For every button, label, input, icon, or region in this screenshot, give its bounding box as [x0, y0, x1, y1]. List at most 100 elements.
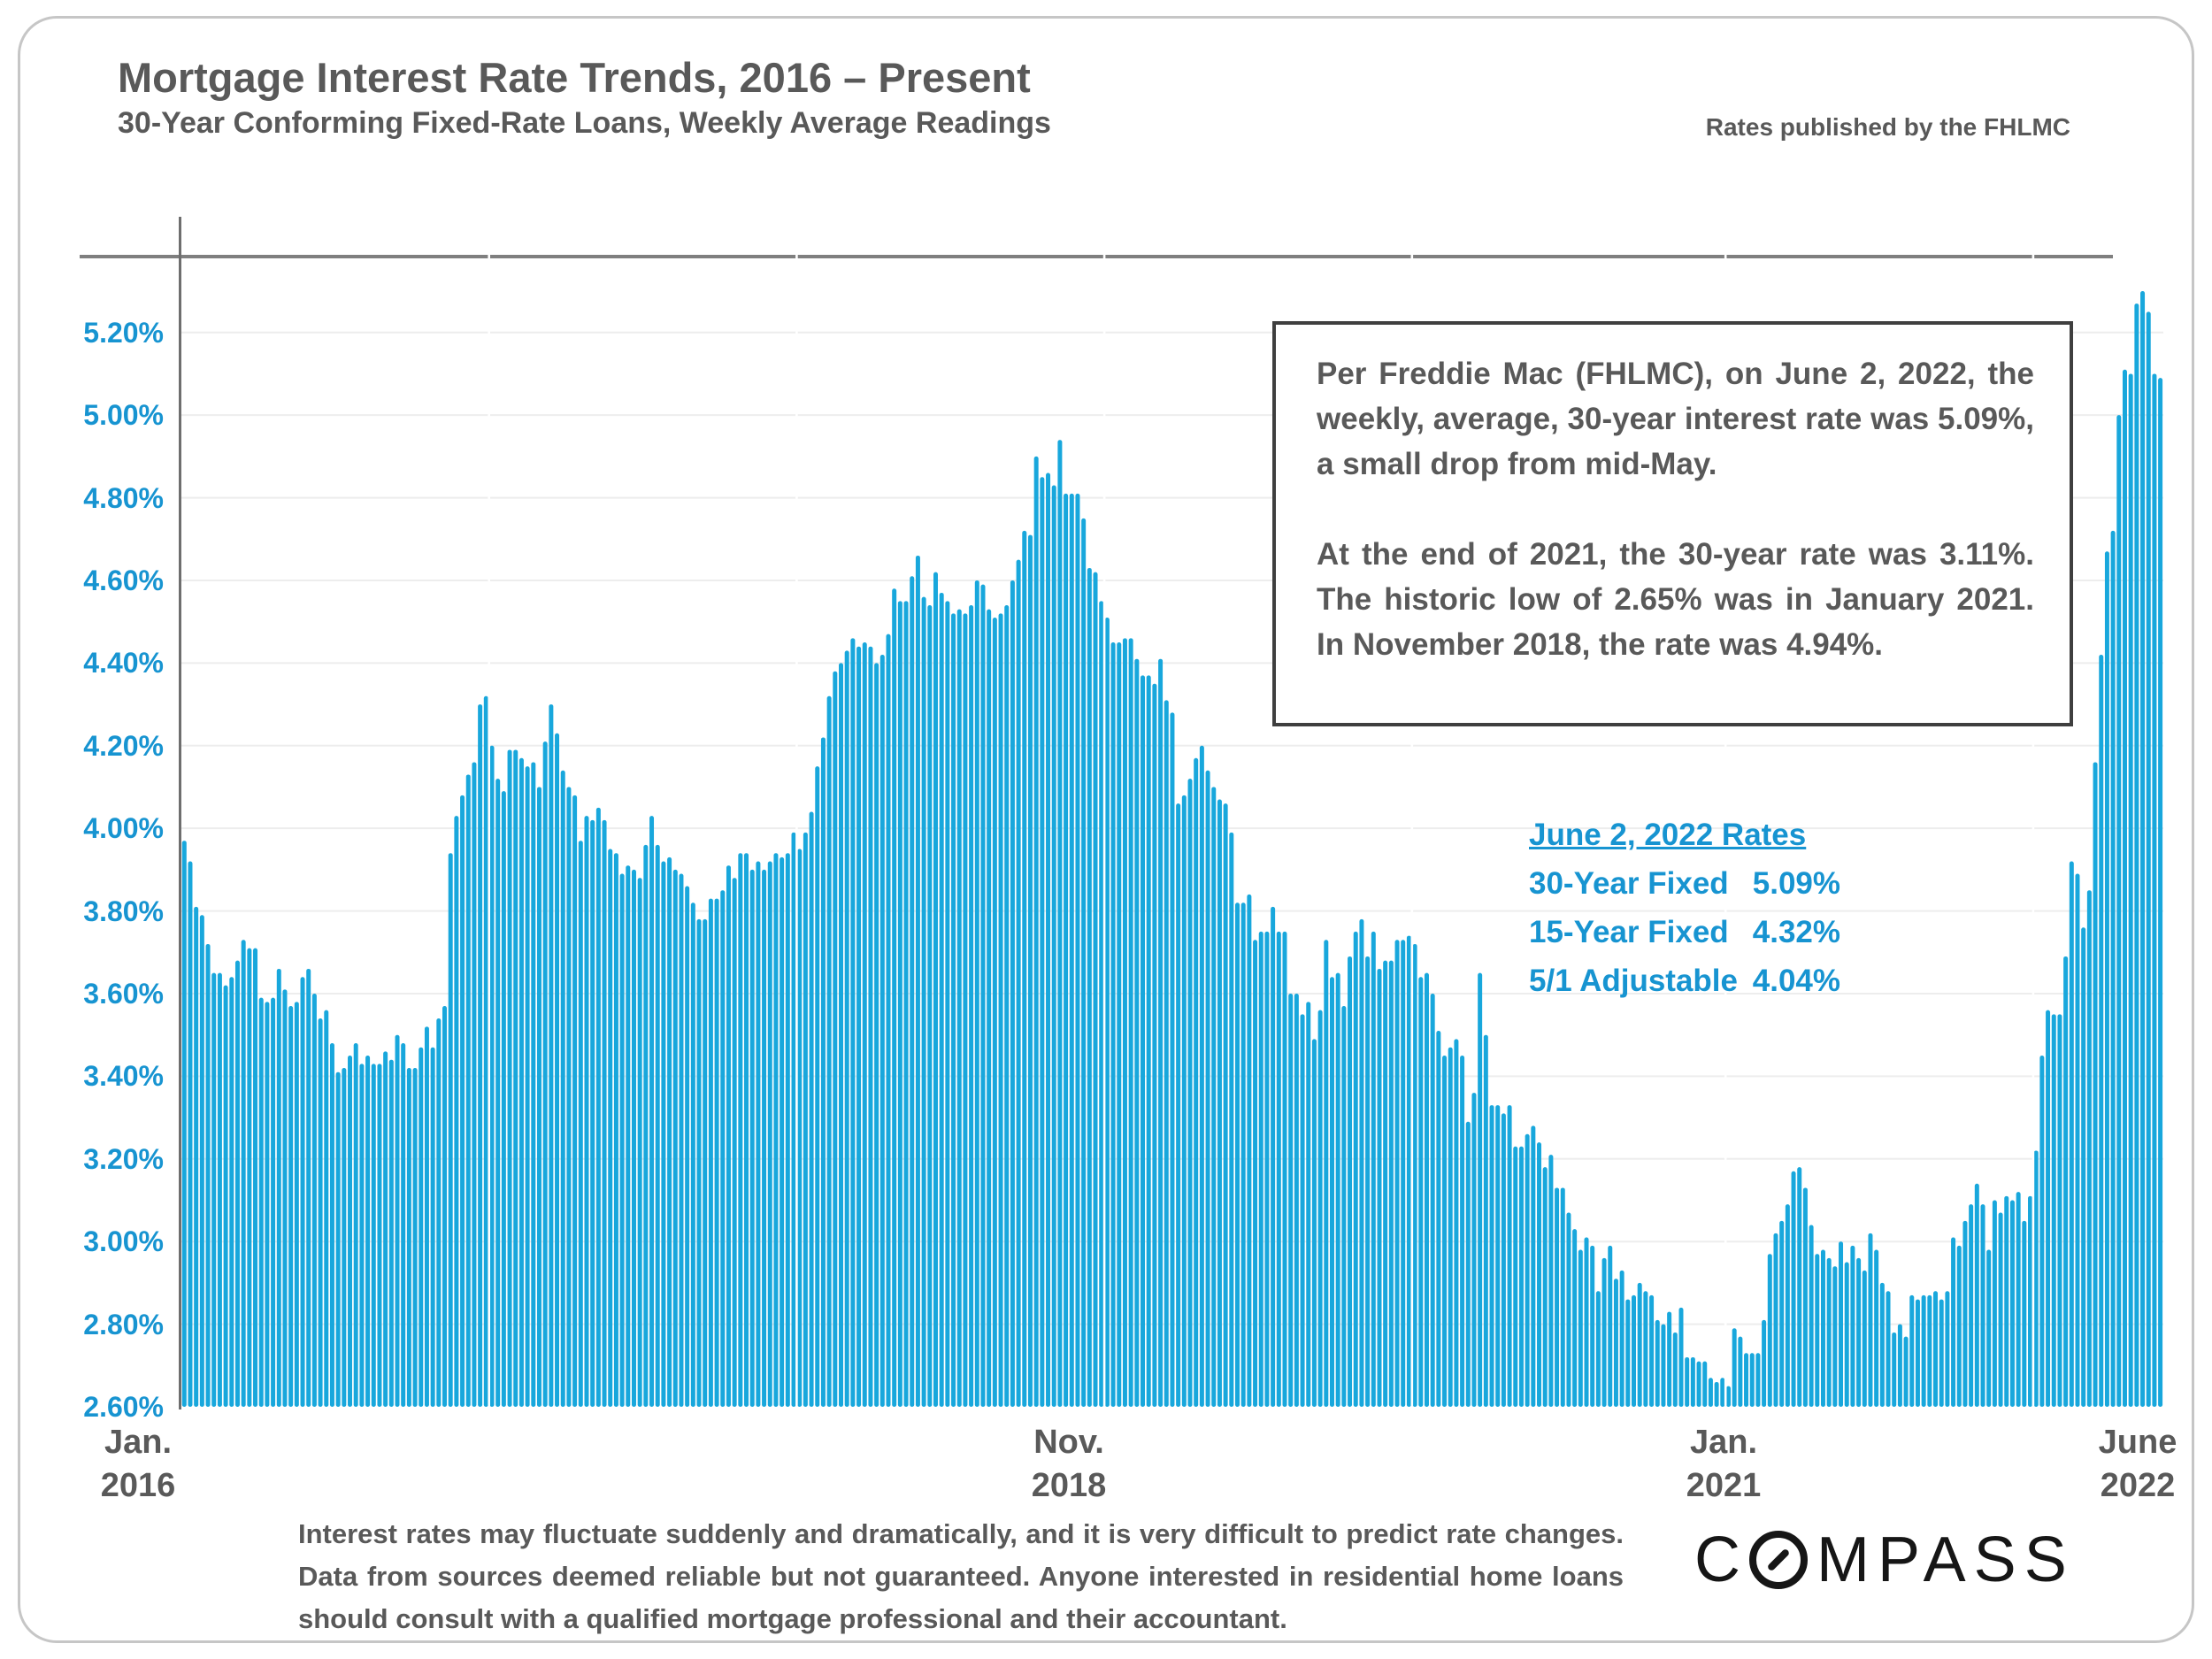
- rate-bar: [756, 861, 761, 1407]
- rate-bar: [1424, 972, 1429, 1407]
- rate-bar: [2140, 291, 2146, 1407]
- rate-bar: [2081, 927, 2086, 1407]
- rate-bar: [631, 869, 636, 1407]
- rate-bar: [998, 613, 1003, 1407]
- rate-bar: [419, 1047, 424, 1407]
- y-axis-tick-label: 4.20%: [83, 729, 164, 762]
- rate-bar: [1590, 1245, 1595, 1407]
- rate-bar: [780, 856, 785, 1407]
- y-axis-tick-label: 5.00%: [83, 399, 164, 432]
- rate-bar: [1655, 1319, 1660, 1407]
- rate-bar: [1164, 700, 1169, 1407]
- rate-bar: [1495, 1105, 1501, 1407]
- rate-bar: [1478, 972, 1483, 1407]
- rate-bar-chart: [181, 217, 2163, 1407]
- rate-bar: [217, 972, 222, 1407]
- rate-bar: [874, 663, 879, 1407]
- y-axis-tick-label: 4.80%: [83, 481, 164, 514]
- rate-bar: [1762, 1319, 1767, 1407]
- rate-bar: [850, 638, 856, 1407]
- rate-bar: [1672, 1332, 1678, 1407]
- x-axis-tick-label: Jan. 2016: [100, 1424, 176, 1504]
- rates-panel-title: June 2, 2022 Rates: [1529, 818, 1807, 852]
- rate-bar: [1927, 1294, 1932, 1407]
- rate-bar: [1046, 472, 1051, 1407]
- rate-bar: [311, 993, 317, 1407]
- rate-bar: [1223, 803, 1228, 1407]
- rate-bar: [348, 1056, 353, 1407]
- rate-bar: [679, 873, 684, 1407]
- rate-bar: [1566, 1212, 1571, 1407]
- rate-bar: [1732, 1328, 1737, 1407]
- rate-bar: [613, 853, 618, 1407]
- rate-bar: [1359, 918, 1364, 1407]
- rate-bar: [572, 795, 578, 1407]
- rate-bar: [395, 1034, 400, 1407]
- rate-bar: [626, 865, 631, 1407]
- rate-bar: [1962, 1220, 1968, 1407]
- rate-bar: [619, 873, 625, 1407]
- rate-bar: [868, 646, 873, 1407]
- rate-bar: [602, 819, 607, 1407]
- rate-bar: [300, 977, 305, 1407]
- rate-bar: [1341, 1006, 1347, 1407]
- rate-row-30-year: 30-Year Fixed 5.09%: [1529, 859, 1840, 908]
- rate-row-15-year: 15-Year Fixed 4.32%: [1529, 908, 1840, 956]
- rate-bar: [1306, 1002, 1311, 1407]
- rate-bar: [726, 865, 731, 1407]
- rate-bar: [903, 601, 909, 1407]
- rate-bar: [1525, 1133, 1530, 1407]
- rate-bar: [460, 795, 465, 1407]
- rate-bar: [1176, 803, 1181, 1407]
- rate-bar: [555, 733, 560, 1407]
- y-axis-tick-label: 4.60%: [83, 564, 164, 596]
- rate-bar: [2116, 415, 2122, 1407]
- rate-bar: [223, 985, 228, 1407]
- rate-bar: [661, 861, 666, 1407]
- rate-bar: [377, 1064, 382, 1407]
- rate-bar: [424, 1026, 429, 1407]
- rate-bar: [1584, 1237, 1589, 1407]
- page-title: Mortgage Interest Rate Trends, 2016 – Pr…: [118, 54, 1031, 101]
- rate-bar: [388, 1059, 394, 1407]
- rate-row-5-1-adjustable: 5/1 Adjustable 4.04%: [1529, 956, 1840, 1005]
- rate-bar: [879, 655, 885, 1407]
- rate-bar: [1969, 1204, 1974, 1407]
- rate-bar: [738, 853, 743, 1407]
- rate-bar: [915, 555, 920, 1407]
- rate-bar: [1187, 779, 1193, 1407]
- rate-bar: [1649, 1294, 1655, 1407]
- rate-bar: [1501, 1113, 1506, 1407]
- rate-bar: [478, 704, 483, 1407]
- rate-bar: [1483, 1034, 1488, 1407]
- rate-bar: [1773, 1233, 1778, 1407]
- rate-bar: [2069, 861, 2074, 1407]
- rate-bar: [1879, 1282, 1885, 1407]
- rate-bar: [1886, 1291, 1891, 1407]
- disclaimer-text: Interest rates may fluctuate suddenly an…: [298, 1518, 1624, 1634]
- rate-bar: [590, 819, 595, 1407]
- rate-bar: [1377, 968, 1382, 1407]
- rate-bar: [549, 704, 554, 1407]
- rate-bar: [1311, 1039, 1317, 1407]
- y-axis-line: [179, 217, 181, 1409]
- compass-logo: C MPASS: [1694, 1524, 2075, 1596]
- rate-bar: [1791, 1171, 1796, 1407]
- rate-bar: [1868, 1233, 1873, 1407]
- rate-bar: [1217, 799, 1222, 1407]
- rate-bar: [188, 861, 193, 1407]
- rate-bar: [1170, 712, 1175, 1407]
- rate-bar: [181, 841, 187, 1407]
- rate-bar: [762, 869, 767, 1407]
- rate-bar: [489, 745, 495, 1407]
- rate-bar: [862, 642, 867, 1407]
- rate-bar: [1951, 1237, 1956, 1407]
- x-axis-tick-label: Nov. 2018: [1031, 1424, 1107, 1504]
- rate-bar: [199, 915, 204, 1407]
- annotation-box: Per Freddie Mac (FHLMC), on June 2, 2022…: [1272, 321, 2073, 726]
- rate-bar: [1601, 1257, 1607, 1407]
- rate-bar: [1903, 1336, 1909, 1407]
- rate-bar: [1802, 1187, 1808, 1407]
- rate-bar: [1181, 795, 1187, 1407]
